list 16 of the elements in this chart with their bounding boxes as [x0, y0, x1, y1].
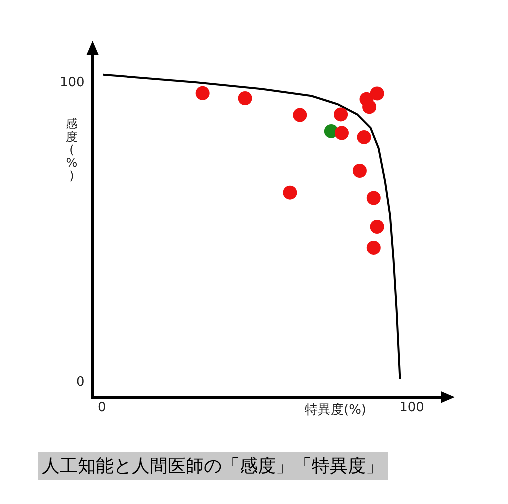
point	[334, 108, 348, 122]
point	[238, 92, 252, 106]
point	[334, 126, 349, 140]
point	[293, 108, 308, 122]
point	[370, 86, 384, 101]
point	[357, 130, 372, 144]
point	[283, 186, 298, 200]
y-axis-title: 感度(%)	[65, 117, 79, 183]
point	[352, 164, 367, 178]
point	[366, 191, 381, 206]
point	[196, 86, 210, 100]
point	[366, 240, 381, 255]
text: 人工知能と人間医師の「感度」「特異度」	[38, 452, 388, 480]
point	[370, 220, 384, 234]
point	[362, 100, 377, 114]
x-axis-title: 特異度(%)	[305, 402, 366, 419]
